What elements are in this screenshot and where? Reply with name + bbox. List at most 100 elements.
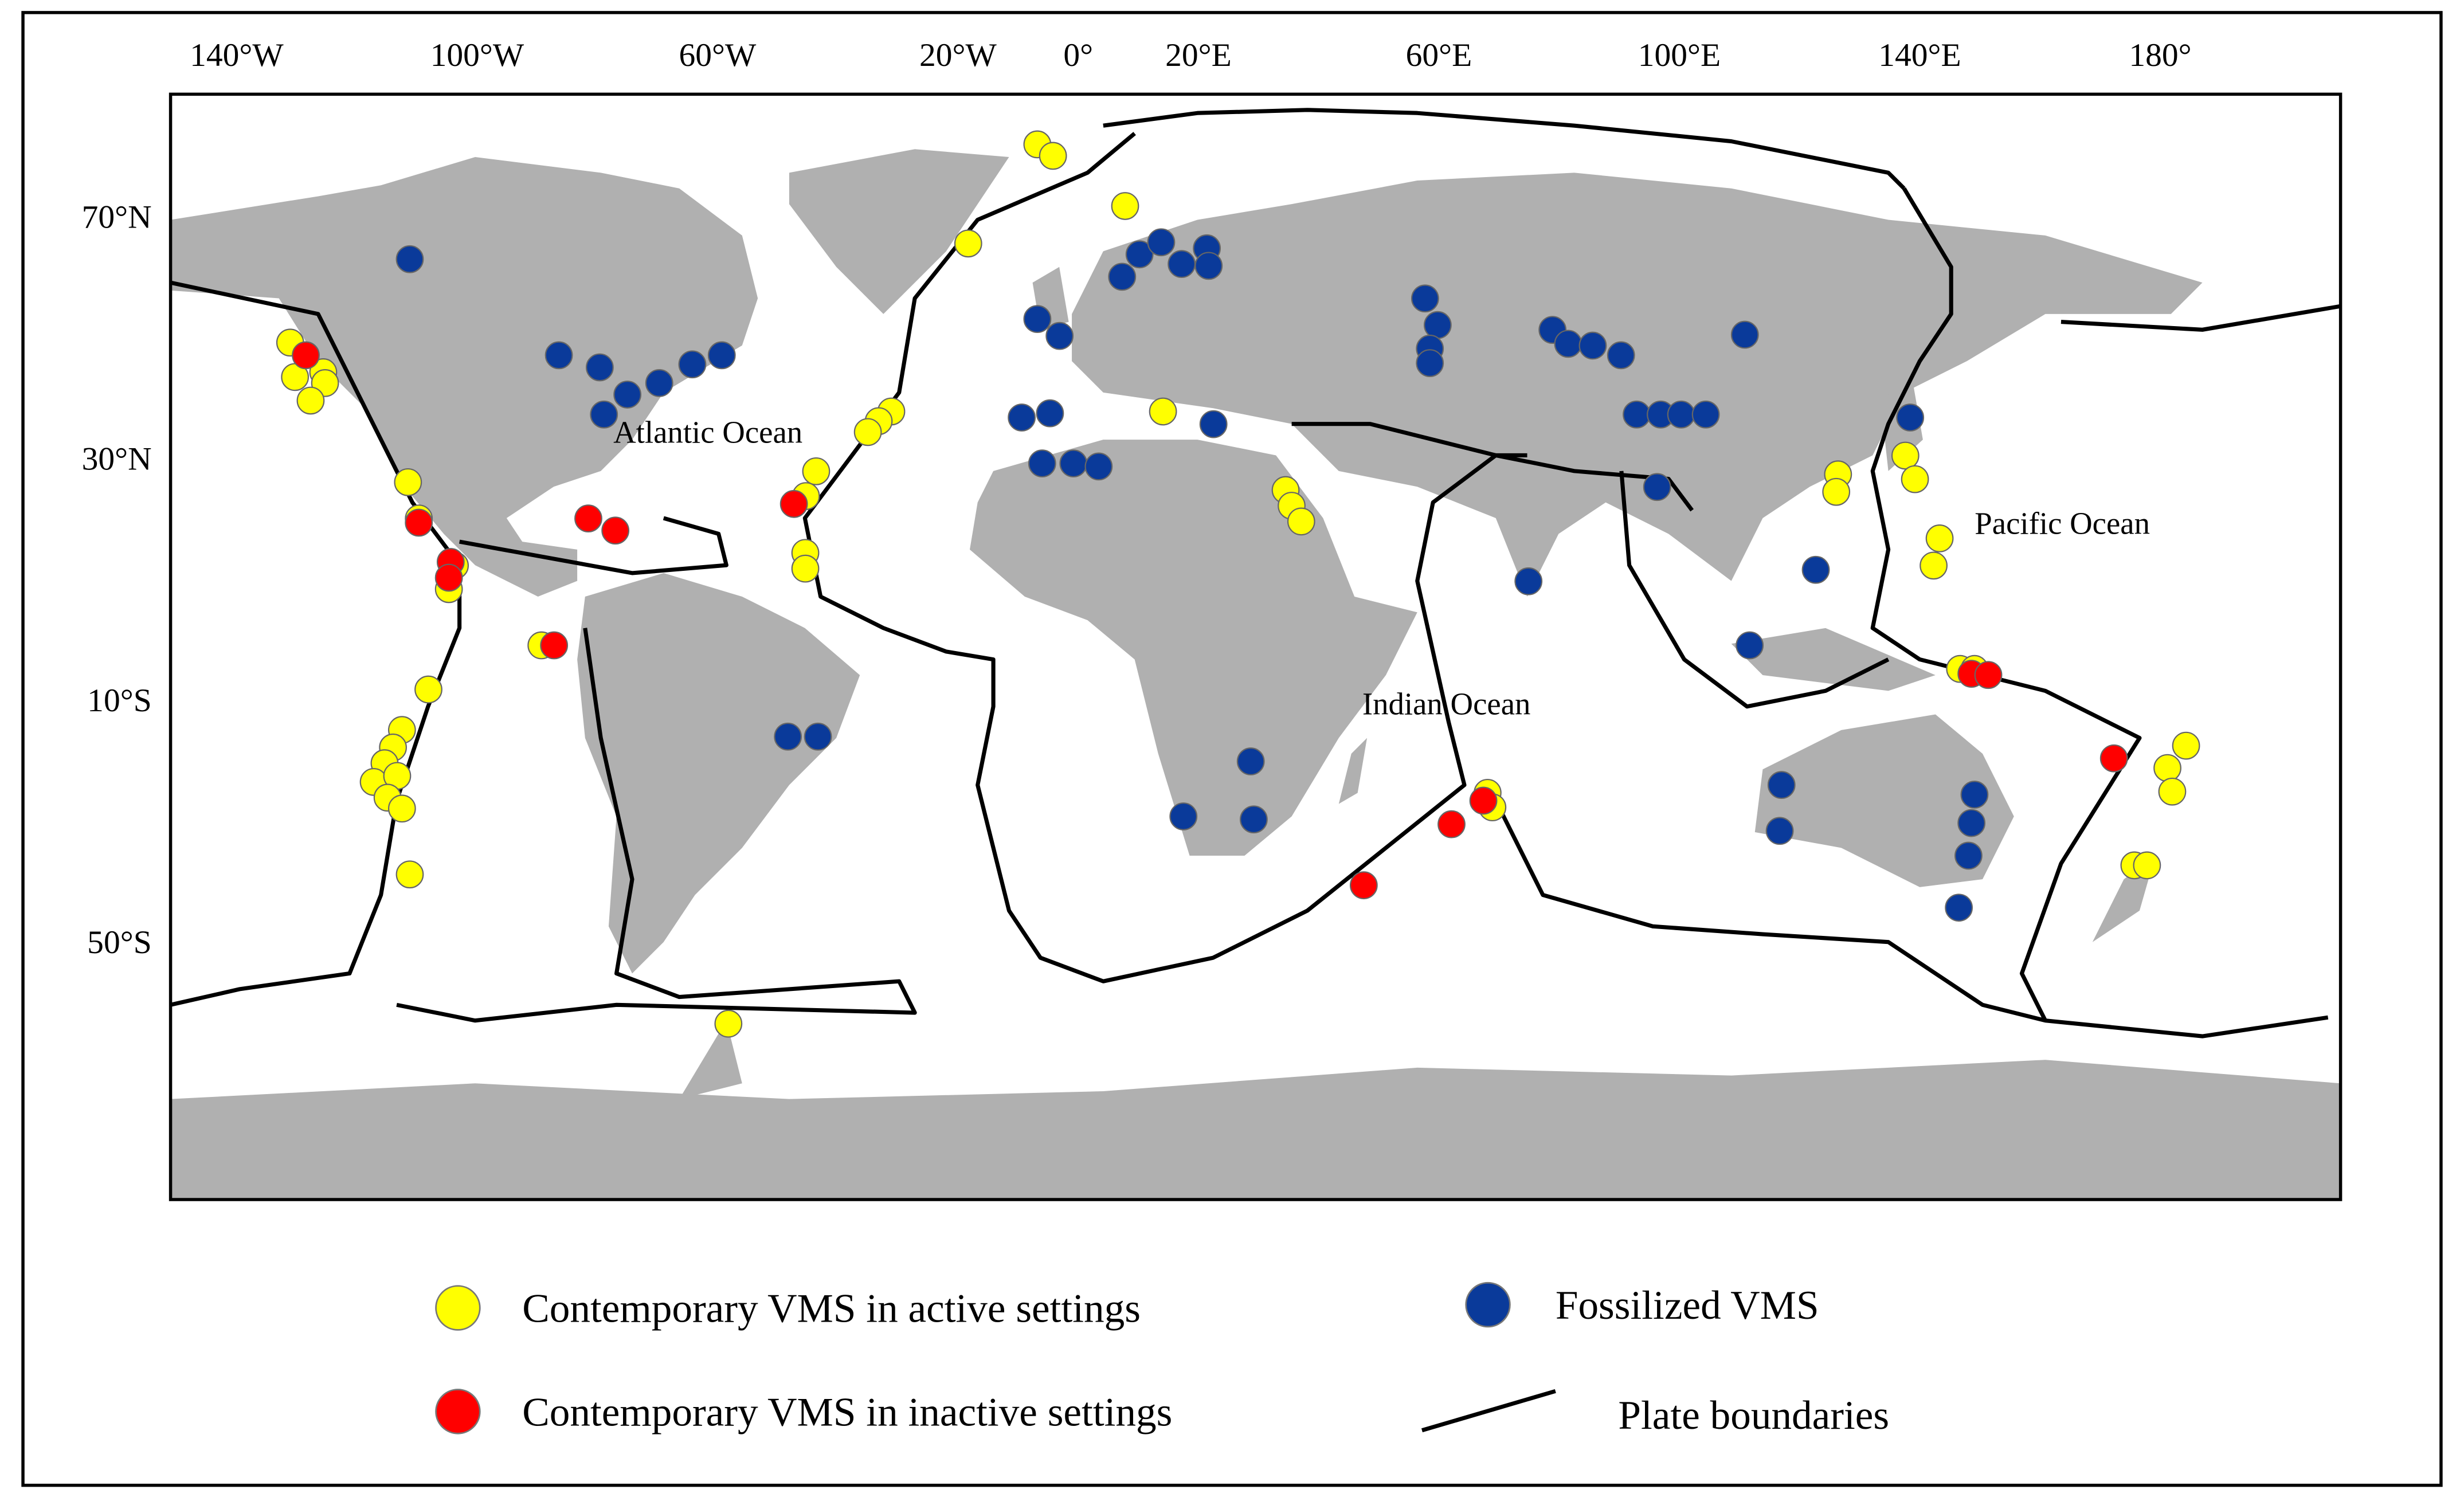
vms-point bbox=[1240, 805, 1268, 834]
vms-point bbox=[791, 554, 820, 583]
eurasia bbox=[1072, 173, 2203, 597]
south-america bbox=[577, 573, 860, 974]
vms-point bbox=[1411, 284, 1439, 313]
y-tick-label: 70°N bbox=[82, 199, 152, 236]
map-frame bbox=[169, 92, 2342, 1201]
vms-points bbox=[276, 130, 2200, 1038]
y-tick-label: 30°N bbox=[82, 441, 152, 477]
vms-point bbox=[405, 508, 433, 537]
vms-point bbox=[1084, 452, 1113, 481]
vms-point bbox=[1623, 400, 1651, 429]
vms-point bbox=[1974, 661, 2003, 689]
vms-point bbox=[1822, 477, 1851, 506]
vms-point bbox=[1957, 809, 1986, 837]
ocean-label: Indian Ocean bbox=[1362, 686, 1531, 721]
vms-point bbox=[1023, 305, 1052, 334]
vms-point bbox=[774, 722, 802, 751]
plate-boundary bbox=[1619, 471, 1890, 709]
vms-point bbox=[540, 631, 569, 660]
vms-point bbox=[1194, 252, 1223, 280]
plate-boundary bbox=[1486, 784, 2329, 1038]
vms-point bbox=[1554, 330, 1582, 358]
vms-point bbox=[395, 860, 424, 889]
plate-boundary bbox=[170, 280, 462, 1007]
vms-point bbox=[394, 468, 422, 496]
vms-point bbox=[1349, 871, 1378, 900]
legend-marker bbox=[435, 1389, 481, 1435]
vms-point bbox=[804, 722, 832, 751]
vms-point bbox=[678, 350, 707, 379]
x-tick-label: 100°W bbox=[430, 37, 524, 73]
plate-boundary bbox=[1103, 108, 1906, 190]
vms-point bbox=[590, 400, 618, 429]
x-tick-label: 140°E bbox=[1878, 37, 1961, 73]
vms-point bbox=[1108, 262, 1137, 291]
plate-boundary bbox=[2060, 304, 2341, 332]
vms-point bbox=[1168, 250, 1196, 279]
vms-point bbox=[1730, 320, 1759, 349]
legend-label: Contemporary VMS in inactive settings bbox=[522, 1390, 1172, 1435]
plate-boundary bbox=[396, 628, 917, 1023]
vms-point bbox=[1059, 449, 1088, 478]
y-tick-label: 10°S bbox=[87, 683, 152, 719]
australia bbox=[1754, 714, 2014, 887]
vms-point bbox=[1147, 228, 1176, 257]
vms-point bbox=[574, 504, 602, 532]
vms-point bbox=[779, 489, 808, 518]
vms-point bbox=[296, 386, 325, 415]
southeast-asia-islands bbox=[1731, 628, 1936, 691]
vms-point bbox=[707, 341, 736, 370]
vms-point bbox=[714, 1009, 743, 1038]
vms-point bbox=[1954, 841, 1983, 870]
vms-point bbox=[544, 341, 573, 370]
vms-point bbox=[1736, 631, 1764, 660]
vms-point bbox=[613, 381, 642, 409]
plate-boundary bbox=[459, 516, 728, 575]
antarctica bbox=[170, 1060, 2341, 1200]
vms-point bbox=[1028, 449, 1056, 478]
vms-point bbox=[1111, 192, 1139, 220]
vms-point bbox=[387, 794, 416, 823]
vms-point bbox=[1578, 331, 1607, 360]
vms-point bbox=[1125, 240, 1154, 269]
vms-point bbox=[1045, 322, 1074, 350]
vms-point bbox=[1236, 747, 1265, 775]
legend-marker bbox=[435, 1285, 481, 1331]
map-area: Atlantic Ocean Pacific Ocean Indian Ocea… bbox=[170, 108, 2341, 1200]
x-tick-label: 0° bbox=[1063, 37, 1093, 73]
vms-point bbox=[2153, 754, 2181, 782]
africa bbox=[969, 440, 1417, 856]
plate-boundary bbox=[1870, 187, 2142, 1022]
plate-boundary bbox=[802, 132, 1527, 983]
vms-point bbox=[1514, 567, 1543, 595]
vms-point bbox=[1643, 473, 1671, 501]
x-tick-label: 100°E bbox=[1638, 37, 1721, 73]
vms-point bbox=[802, 457, 831, 485]
vms-point bbox=[1437, 810, 1466, 838]
ocean-label: Pacific Ocean bbox=[1975, 505, 2150, 540]
x-tick-label: 60°W bbox=[679, 37, 757, 73]
vms-point bbox=[1008, 403, 1036, 432]
vms-point bbox=[601, 516, 630, 545]
vms-point bbox=[2158, 777, 2187, 806]
vms-point bbox=[1945, 893, 1973, 922]
vms-point bbox=[395, 245, 424, 273]
x-tick-label: 20°W bbox=[919, 37, 997, 73]
vms-point bbox=[1039, 142, 1067, 170]
north-america bbox=[170, 156, 758, 597]
vms-point bbox=[1423, 311, 1452, 339]
y-tick-label: 50°S bbox=[87, 924, 152, 961]
plate-boundary bbox=[1291, 422, 1694, 512]
vms-point bbox=[1901, 465, 1929, 493]
vms-point bbox=[1925, 524, 1954, 552]
vms-point bbox=[1891, 441, 1920, 470]
vms-point bbox=[2172, 731, 2200, 760]
madagascar bbox=[1338, 738, 1368, 804]
vms-point bbox=[1667, 400, 1695, 429]
x-tick-label: 60°E bbox=[1406, 37, 1472, 73]
vms-point bbox=[1287, 507, 1315, 536]
legend-label: Contemporary VMS in active settings bbox=[522, 1287, 1141, 1331]
x-tick-label: 180° bbox=[2129, 37, 2191, 73]
